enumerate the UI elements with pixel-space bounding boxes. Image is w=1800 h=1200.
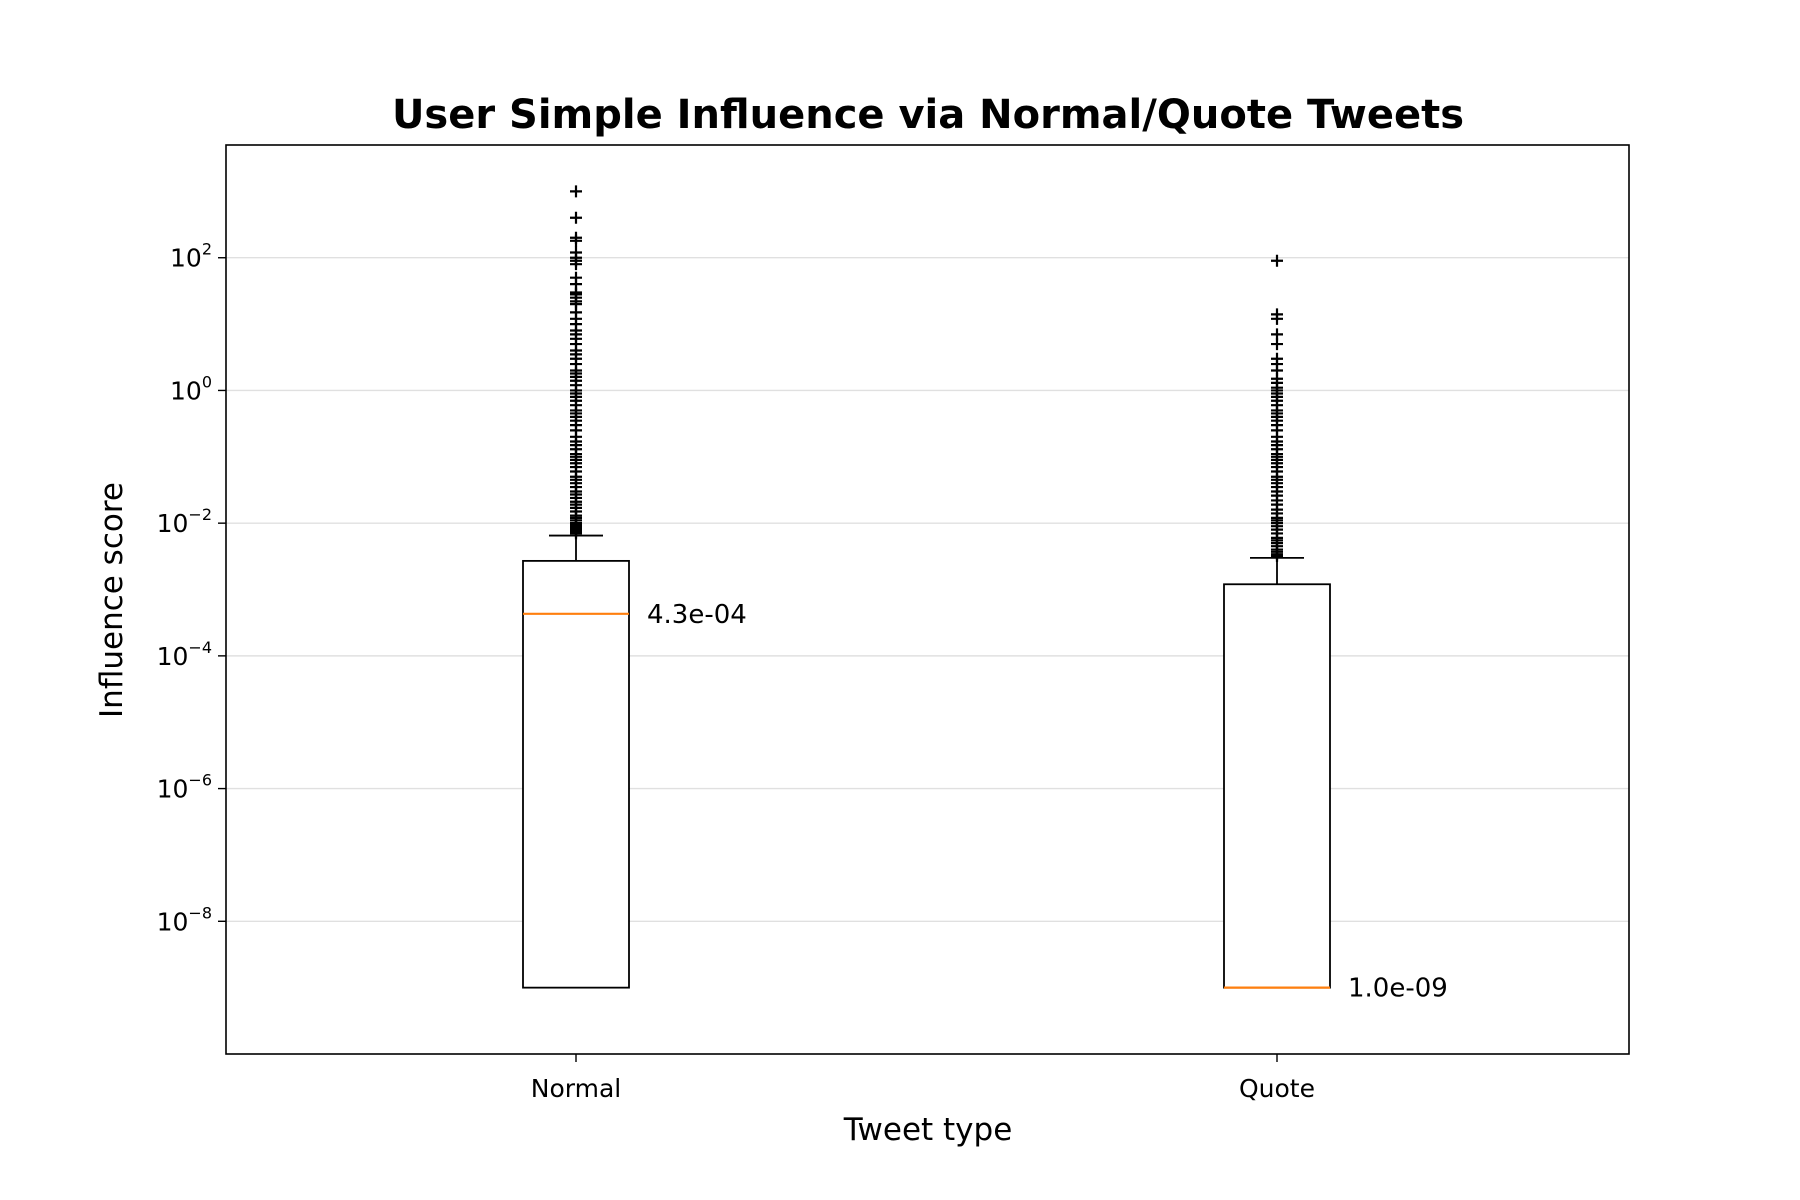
y-tick-label: 10−6: [157, 771, 212, 804]
y-tick-label: 10−4: [157, 638, 212, 671]
chart-title: User Simple Influence via Normal/Quote T…: [392, 92, 1464, 138]
x-axis: Normal Quote: [531, 1054, 1315, 1103]
outlier-point: [1271, 312, 1283, 325]
outlier-point: [570, 211, 582, 224]
outlier-point: [570, 234, 582, 247]
x-tick-label: Normal: [531, 1074, 621, 1103]
y-axis-label: Influence score: [94, 482, 130, 718]
outlier-point: [1271, 549, 1283, 562]
grid-lines: [226, 257, 1629, 922]
box-body: [1223, 583, 1331, 989]
x-tick-label: Quote: [1239, 1074, 1315, 1103]
box-series: 4.3e-04 1.0e-09: [522, 185, 1448, 1004]
outlier-point: [1271, 254, 1283, 267]
median-label: 4.3e-04: [647, 600, 747, 630]
outlier-point: [570, 185, 582, 198]
x-axis-label: Tweet type: [843, 1112, 1013, 1148]
y-tick-label: 102: [170, 240, 212, 273]
box-normal: 4.3e-04: [522, 185, 747, 989]
y-axis: 10−8 10−6 10−4 10−2 100 102: [157, 240, 226, 936]
box-quote: 1.0e-09: [1223, 254, 1448, 1004]
median-label: 1.0e-09: [1348, 974, 1448, 1004]
outlier-point: [570, 527, 582, 540]
y-tick-label: 10−2: [157, 505, 212, 538]
plot-frame: [225, 144, 1630, 1055]
outlier-point: [1271, 338, 1283, 351]
y-tick-label: 10−8: [157, 903, 212, 936]
outlier-point: [570, 258, 582, 271]
box-body: [522, 559, 630, 989]
y-tick-label: 100: [170, 372, 212, 405]
